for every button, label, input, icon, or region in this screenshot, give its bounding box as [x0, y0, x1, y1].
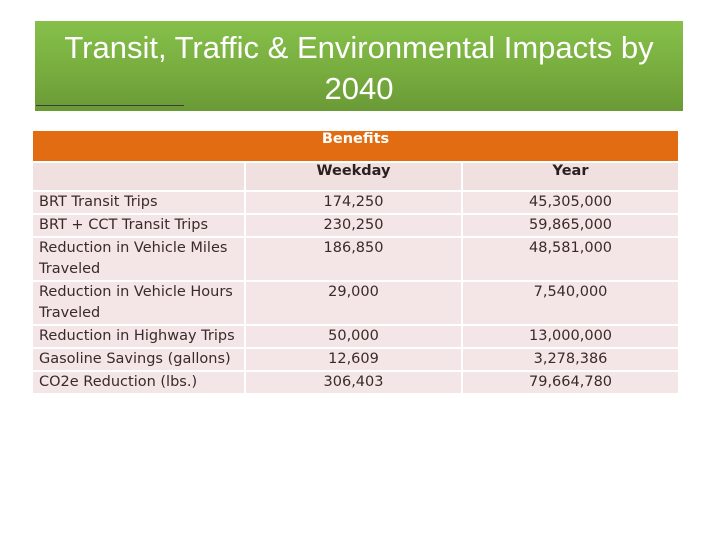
row-weekday-value: 50,000: [244, 324, 463, 349]
row-year-value: 13,000,000: [460, 324, 681, 349]
row-year-value: 3,278,386: [460, 347, 681, 372]
table-row: BRT + CCT Transit Trips 230,250 59,865,0…: [31, 213, 681, 238]
table-row: Reduction in Highway Trips 50,000 13,000…: [31, 324, 681, 349]
row-label: Reduction in Vehicle Miles Traveled: [31, 236, 246, 282]
row-year-value: 7,540,000: [460, 280, 681, 326]
row-year-value: 45,305,000: [460, 190, 681, 215]
row-weekday-value: 12,609: [244, 347, 463, 372]
row-label: Reduction in Vehicle Hours Traveled: [31, 280, 246, 326]
row-year-value: 59,865,000: [460, 213, 681, 238]
header-year: Year: [460, 161, 681, 192]
row-label: CO2e Reduction (lbs.): [31, 370, 246, 395]
benefits-table: Benefits Weekday Year BRT Transit Trips …: [30, 129, 681, 395]
header-weekday: Weekday: [244, 161, 463, 192]
table-row: CO2e Reduction (lbs.) 306,403 79,664,780: [31, 370, 681, 395]
row-weekday-value: 174,250: [244, 190, 463, 215]
slide-title: Transit, Traffic & Environmental Impacts…: [35, 21, 683, 111]
row-label: Gasoline Savings (gallons): [31, 347, 246, 372]
title-underline-divider: [36, 105, 184, 106]
row-weekday-value: 29,000: [244, 280, 463, 326]
table-row: Reduction in Vehicle Miles Traveled 186,…: [31, 236, 681, 282]
row-label: Reduction in Highway Trips: [31, 324, 246, 349]
row-weekday-value: 186,850: [244, 236, 463, 282]
row-label: BRT + CCT Transit Trips: [31, 213, 246, 238]
row-year-value: 79,664,780: [460, 370, 681, 395]
table-row: Gasoline Savings (gallons) 12,609 3,278,…: [31, 347, 681, 372]
row-year-value: 48,581,000: [460, 236, 681, 282]
row-weekday-value: 306,403: [244, 370, 463, 395]
table-row: BRT Transit Trips 174,250 45,305,000: [31, 190, 681, 215]
benefits-banner: Benefits: [30, 129, 681, 163]
header-empty-cell: [31, 161, 246, 192]
table-header-row: Weekday Year: [31, 161, 681, 192]
row-weekday-value: 230,250: [244, 213, 463, 238]
table-row: Reduction in Vehicle Hours Traveled 29,0…: [31, 280, 681, 326]
row-label: BRT Transit Trips: [31, 190, 246, 215]
slide-title-text: Transit, Traffic & Environmental Impacts…: [64, 30, 654, 106]
